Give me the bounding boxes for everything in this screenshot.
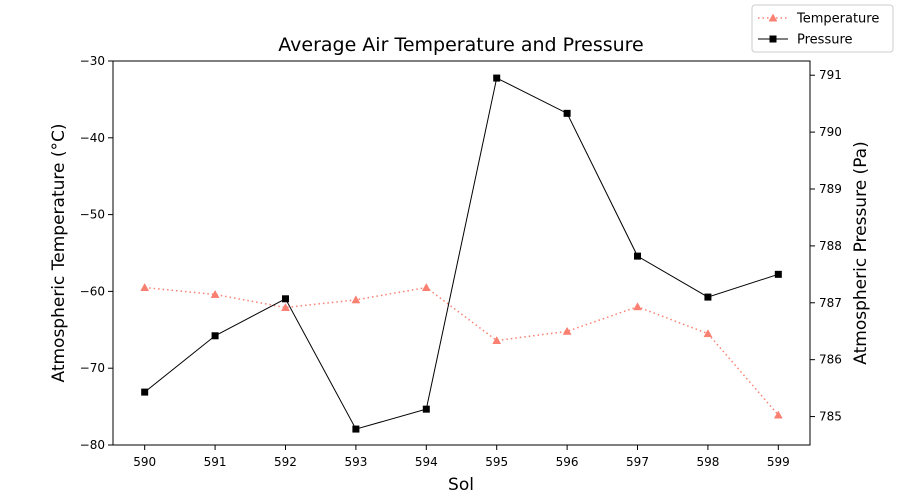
pressure-point [211, 332, 219, 340]
y-left-tick-label: −40 [80, 131, 105, 145]
x-tick-label: 595 [485, 455, 508, 469]
y-right-tick-label: 786 [819, 353, 842, 367]
legend-temperature-label: Temperature [796, 12, 879, 27]
pressure-point [281, 295, 289, 303]
y-right-tick-label: 785 [819, 410, 842, 424]
pressure-point [774, 270, 782, 278]
y-right-tick-label: 791 [819, 68, 842, 82]
x-tick-label: 594 [415, 455, 438, 469]
x-tick-label: 597 [626, 455, 649, 469]
temperature-point [492, 336, 502, 345]
legend: Temperature Pressure [751, 4, 894, 53]
pressure-point [422, 405, 430, 413]
temperature-point [351, 295, 361, 304]
x-axis-label: Sol [448, 475, 474, 495]
y-left-tick-label: −80 [80, 438, 105, 452]
temperature-point [210, 289, 220, 298]
y-left-tick-label: −60 [80, 284, 105, 298]
x-tick-label: 591 [204, 455, 227, 469]
legend-pressure-label: Pressure [797, 33, 853, 48]
legend-frame [751, 4, 894, 53]
plot-area [140, 74, 783, 433]
plot-frame [112, 60, 811, 446]
pressure-point [563, 109, 571, 117]
y-left-tick-label: −70 [80, 361, 105, 375]
temperature-point [281, 303, 290, 311]
y-left-tick-label: −30 [80, 54, 105, 68]
legend-pressure-marker [769, 35, 777, 43]
chart-title: Average Air Temperature and Pressure [278, 34, 644, 56]
pressure-series-line [144, 77, 779, 430]
y-left-tick-label: −50 [80, 208, 105, 222]
y-axis-left: −80 −70 −60 −50 −40 −30 [80, 54, 113, 452]
x-axis: 590 591 592 593 594 595 596 597 598 599 [133, 445, 790, 469]
temperature-point [562, 326, 572, 335]
y-right-tick-label: 787 [819, 296, 842, 310]
temperature-point [633, 302, 642, 311]
x-tick-label: 593 [344, 455, 367, 469]
pressure-point [352, 425, 360, 433]
legend-temperature-marker [768, 13, 778, 22]
x-tick-label: 592 [274, 455, 297, 469]
x-tick-label: 598 [696, 455, 719, 469]
temperature-point [703, 329, 713, 338]
x-tick-label: 590 [133, 455, 156, 469]
y-right-tick-label: 789 [819, 182, 842, 196]
pressure-point [634, 252, 642, 260]
y-axis-right-label: Atmospheric Pressure (Pa) [851, 141, 871, 364]
y-right-tick-label: 790 [819, 125, 842, 139]
x-tick-label: 596 [556, 455, 579, 469]
temperature-point [773, 410, 783, 419]
x-tick-label: 599 [767, 455, 790, 469]
temperature-point [140, 283, 150, 292]
pressure-point [141, 388, 149, 396]
temperature-series-line [144, 286, 779, 416]
pressure-point [493, 74, 501, 82]
y-axis-left-label: Atmospheric Temperature (°C) [49, 123, 69, 382]
temperature-point [421, 283, 431, 292]
y-right-tick-label: 788 [819, 239, 842, 253]
y-axis-right: 785 786 787 788 789 790 791 [810, 68, 842, 424]
pressure-point [704, 293, 712, 301]
